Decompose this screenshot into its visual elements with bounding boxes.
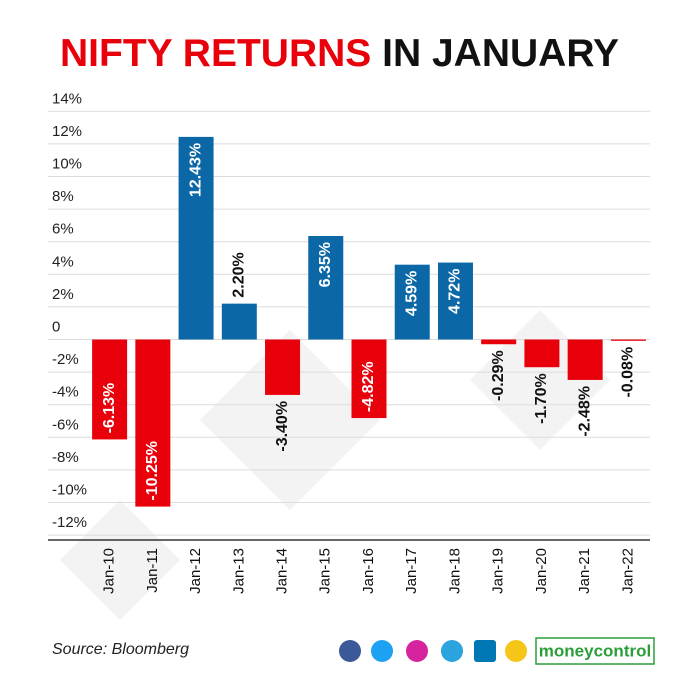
x-tick-label: Jan-21	[576, 548, 593, 594]
bar	[437, 262, 473, 340]
linkedin-icon	[474, 640, 496, 662]
bar	[265, 339, 301, 395]
y-tick-label: 2%	[52, 286, 74, 303]
bar	[394, 264, 430, 340]
bar	[178, 136, 214, 340]
x-tick-label: Jan-13	[230, 548, 247, 594]
value-label: 4.59%	[403, 271, 420, 316]
source: Source: Bloomberg	[52, 641, 189, 658]
y-tick-label: -8%	[52, 449, 79, 466]
x-tick-label: Jan-11	[144, 548, 161, 593]
y-tick-label: -4%	[52, 384, 79, 401]
bar	[610, 339, 646, 341]
y-tick-label: -2%	[52, 351, 79, 368]
bar	[524, 339, 560, 368]
social-icons	[339, 640, 527, 662]
y-tick-label: 6%	[52, 221, 74, 238]
y-tick-label: 4%	[52, 253, 74, 270]
value-label: -0.29%	[490, 350, 507, 401]
brand: moneycontrol	[539, 641, 651, 660]
value-label: 6.35%	[317, 242, 334, 287]
x-tick-label: Jan-16	[360, 548, 377, 594]
bar	[351, 339, 387, 419]
chart-title: NIFTY RETURNS IN JANUARY	[60, 32, 619, 75]
value-label: -6.13%	[101, 383, 118, 434]
x-tick-label: Jan-10	[101, 548, 118, 594]
y-tick-label: 0	[52, 318, 60, 335]
value-label: -2.48%	[576, 386, 593, 437]
y-tick-label: -12%	[52, 514, 87, 531]
y-tick-label: 10%	[52, 155, 82, 172]
instagram-icon	[406, 640, 428, 662]
facebook-icon	[339, 640, 361, 662]
bar	[221, 303, 257, 340]
bar	[567, 339, 603, 380]
x-tick-label: Jan-15	[317, 548, 334, 594]
y-tick-label: 8%	[52, 188, 74, 205]
x-tick-label: Jan-17	[403, 548, 420, 594]
value-label: 4.72%	[447, 269, 464, 314]
value-label: -4.82%	[360, 361, 377, 412]
title-highlight: NIFTY RETURNS	[60, 32, 371, 75]
x-tick-label: Jan-18	[446, 548, 463, 594]
value-label: 12.43%	[187, 143, 204, 197]
twitter-icon	[371, 640, 393, 662]
y-tick-label: 12%	[52, 123, 82, 140]
y-tick-label: -10%	[52, 481, 87, 498]
diamond	[200, 330, 380, 510]
bar	[135, 339, 171, 507]
bar	[92, 339, 128, 440]
value-label: -0.08%	[620, 347, 637, 398]
brand-box	[535, 637, 655, 665]
x-tick-label: Jan-20	[533, 548, 550, 594]
value-label: -1.70%	[533, 373, 550, 424]
x-tick-label: Jan-12	[187, 548, 204, 594]
bar	[308, 235, 344, 340]
plot: 14% 12% 10% 8% 6% 4% 2% 0 -2% -4% -6% -8% -10% -12% Ja…	[48, 90, 650, 594]
y-tick-label: 14%	[52, 90, 82, 107]
title-rest: IN JANUARY	[382, 32, 619, 75]
koo-icon	[505, 640, 527, 662]
bar	[481, 339, 517, 345]
y-tick-label: -6%	[52, 416, 79, 433]
x-tick-label: Jan-19	[490, 548, 507, 594]
value-label: -3.40%	[274, 401, 291, 452]
x-tick-label: Jan-22	[619, 548, 636, 594]
x-tick-label: Jan-14	[274, 548, 291, 594]
value-label: -10.25%	[144, 441, 161, 501]
telegram-icon	[441, 640, 463, 662]
diamond	[60, 500, 180, 620]
value-label: 2.20%	[231, 252, 248, 297]
